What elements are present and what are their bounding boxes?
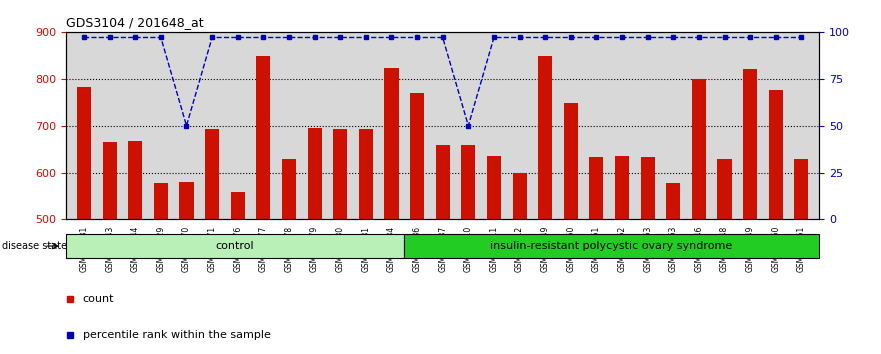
Bar <box>692 79 706 219</box>
Text: disease state: disease state <box>2 241 67 251</box>
Bar <box>256 56 270 219</box>
Text: count: count <box>83 295 115 304</box>
Bar <box>384 68 398 219</box>
Bar <box>410 93 424 219</box>
Bar <box>77 87 91 219</box>
Bar <box>513 172 527 219</box>
Bar <box>564 103 578 219</box>
Bar <box>154 183 168 219</box>
Text: GDS3104 / 201648_at: GDS3104 / 201648_at <box>66 16 204 29</box>
Bar <box>589 157 603 219</box>
Text: control: control <box>216 241 255 251</box>
Text: percentile rank within the sample: percentile rank within the sample <box>83 330 270 340</box>
Bar <box>180 182 194 219</box>
Bar <box>615 156 629 219</box>
Bar <box>359 130 373 219</box>
Bar <box>333 129 347 219</box>
Bar <box>462 145 476 219</box>
Bar <box>436 145 449 219</box>
Bar <box>129 141 143 219</box>
Bar <box>717 159 731 219</box>
Bar <box>403 234 819 258</box>
Bar <box>769 91 783 219</box>
Bar <box>231 192 245 219</box>
Bar <box>66 234 403 258</box>
Bar <box>640 157 655 219</box>
Bar <box>102 142 116 219</box>
Bar <box>795 159 809 219</box>
Bar <box>307 128 322 219</box>
Text: insulin-resistant polycystic ovary syndrome: insulin-resistant polycystic ovary syndr… <box>491 241 733 251</box>
Bar <box>487 156 501 219</box>
Bar <box>666 183 680 219</box>
Bar <box>282 159 296 219</box>
Bar <box>743 69 757 219</box>
Bar <box>538 56 552 219</box>
Bar <box>205 129 219 219</box>
